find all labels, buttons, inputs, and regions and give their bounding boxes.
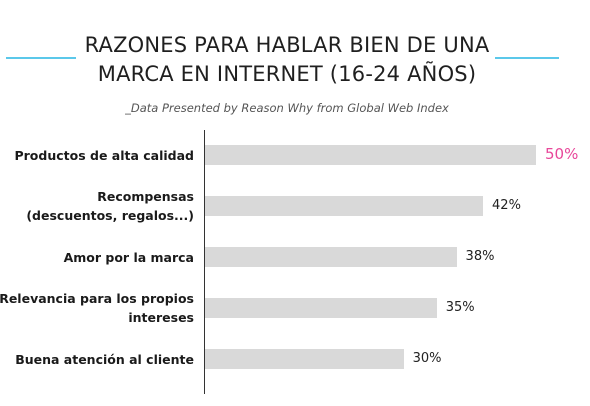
title-decor-line-right bbox=[495, 57, 559, 59]
category-label: Relevancia para los propios intereses bbox=[0, 289, 194, 327]
category-label-line: Buena atención al cliente bbox=[15, 351, 194, 367]
bar bbox=[205, 298, 437, 318]
value-label: 38% bbox=[465, 249, 495, 264]
chart-title-line-1: RAZONES PARA HABLAR BIEN DE UNA bbox=[84, 33, 490, 57]
category-label-line: intereses bbox=[128, 310, 194, 325]
category-label-line: Relevancia para los propios bbox=[0, 291, 194, 306]
value-label: 35% bbox=[445, 300, 475, 315]
category-label: Recompensas (descuentos, regalos...) bbox=[26, 187, 194, 225]
category-label-line: (descuentos, regalos...) bbox=[26, 208, 194, 223]
bar bbox=[205, 349, 404, 369]
value-label: 42% bbox=[492, 198, 521, 213]
category-label-line: Amor por la marca bbox=[63, 249, 194, 265]
bar bbox=[205, 247, 457, 267]
title-decor-line-left bbox=[6, 57, 76, 59]
bar bbox=[205, 145, 536, 165]
category-label-line: Recompensas bbox=[97, 189, 194, 204]
bar bbox=[205, 196, 484, 216]
category-label: Productos de alta calidad bbox=[14, 146, 194, 165]
y-axis-line bbox=[204, 130, 205, 394]
category-label: Amor por la marca bbox=[64, 248, 194, 267]
value-label: 50% bbox=[545, 145, 579, 163]
chart-subtitle: _Data Presented by Reason Why from Globa… bbox=[125, 101, 449, 115]
value-label: 30% bbox=[412, 351, 442, 366]
category-label: Buena atención al cliente bbox=[15, 350, 194, 369]
chart-title-line-2: MARCA EN INTERNET (16-24 AÑOS) bbox=[97, 62, 477, 86]
category-label-line: Productos de alta calidad bbox=[14, 147, 194, 163]
